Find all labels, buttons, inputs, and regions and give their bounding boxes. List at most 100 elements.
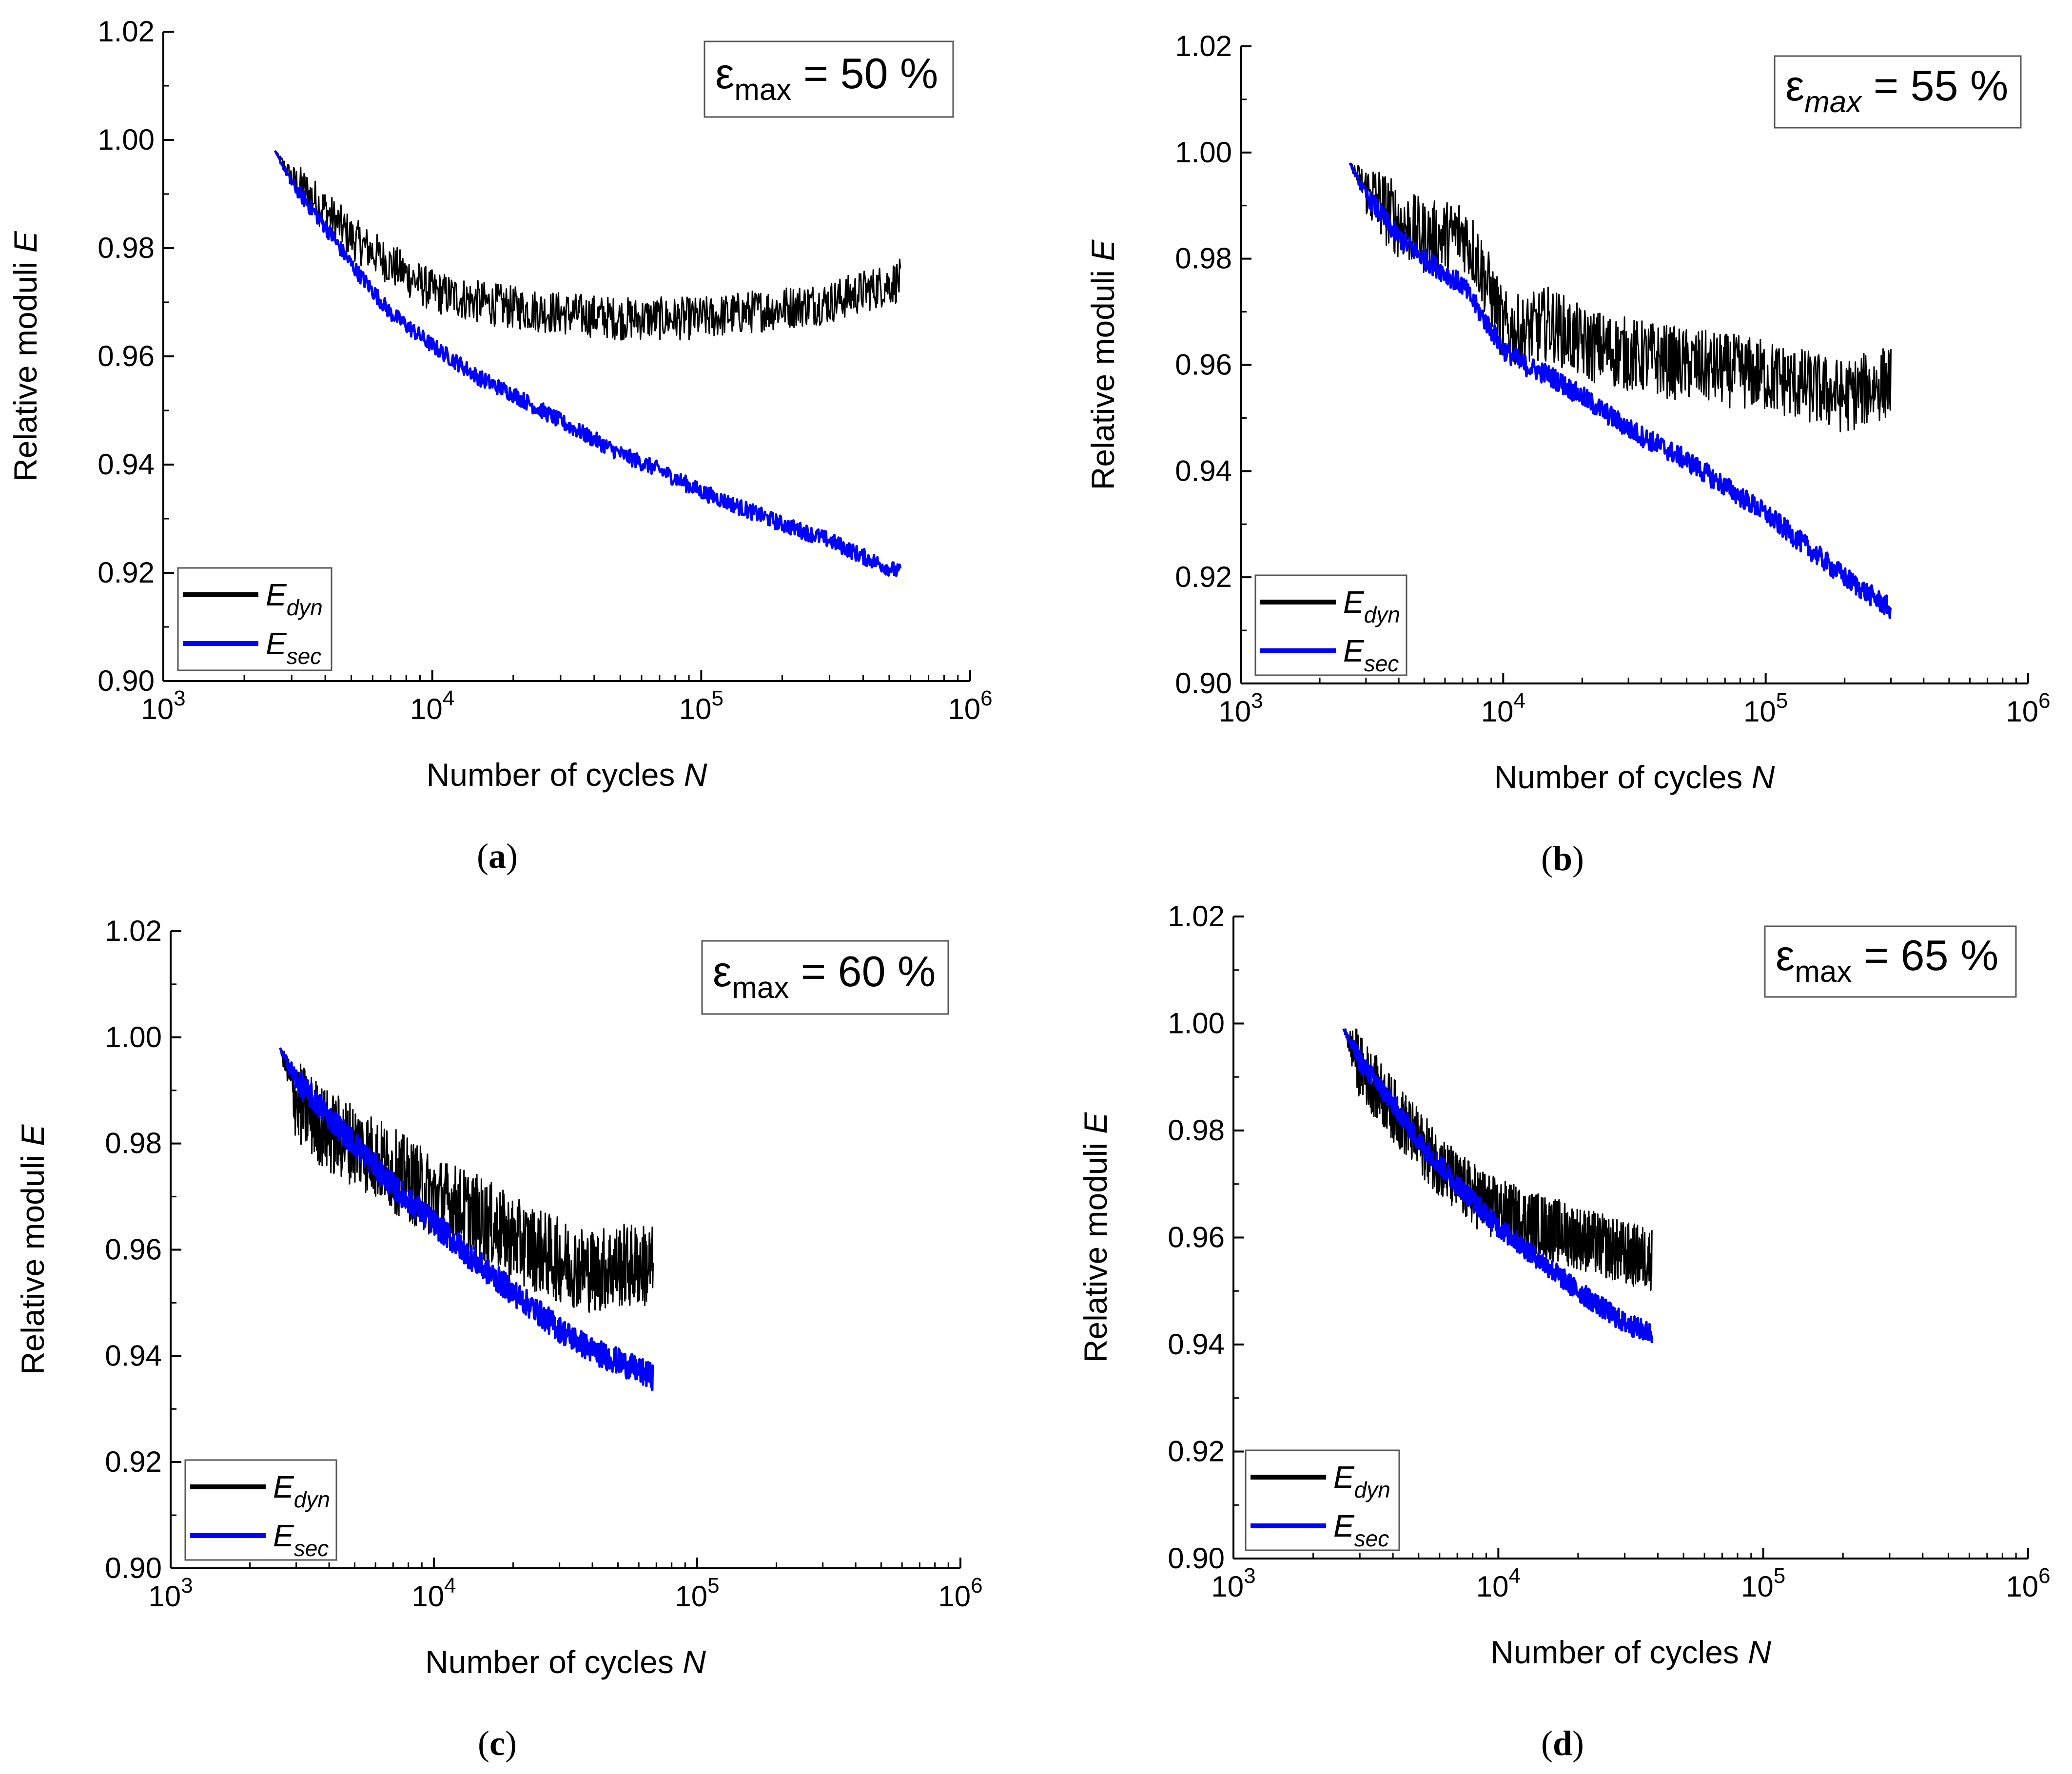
y-tick-label: 0.94 [98,448,155,481]
legend-box [177,567,332,671]
caption-close: ) [506,837,518,876]
y-tick-label: 0.90 [98,664,155,697]
x-tick-label: 103 [141,686,185,725]
caption-open: ( [478,1724,489,1763]
annotation-text: εmax = 50 % [715,49,938,107]
y-axis-title-var: E [7,231,43,253]
y-axis-title: Relative moduli E [1077,1112,1114,1363]
caption-open: ( [1541,1724,1553,1763]
annotation-value: = 55 % [1861,61,2008,110]
legend-name: E [273,1469,294,1504]
annotation-text: εmax = 55 % [1785,61,2008,119]
y-axis-title-var: E [15,1124,51,1146]
x-tick-base: 10 [1743,695,1776,728]
x-tick-exponent: 5 [707,1574,719,1598]
x-tick-exponent: 5 [711,686,723,710]
x-tick-label: 105 [1743,689,1788,728]
x-tick-exponent: 4 [1513,689,1525,713]
x-tick-label: 103 [1218,689,1263,728]
caption-letter: a [489,837,506,876]
x-axis-title: Number of cycles N [427,757,707,793]
x-axis-title: Number of cycles N [1494,759,1775,795]
x-tick-label: 104 [1476,1564,1521,1603]
x-tick-exponent: 6 [2038,689,2050,713]
x-axis-title-var: N [1752,759,1775,795]
y-tick-label: 1.02 [105,915,162,947]
x-tick-label: 106 [2006,1564,2050,1603]
series-line-dyn [279,1047,654,1313]
series-line-sec [274,150,902,577]
x-tick-label: 104 [410,686,454,725]
legend-box [184,1459,337,1561]
x-tick-exponent: 3 [1251,689,1263,713]
y-tick-label: 1.02 [1175,30,1232,62]
x-tick-exponent: 4 [1508,1564,1520,1588]
legend-subscript: sec [1354,1526,1389,1551]
x-axis-title-var: N [683,1644,706,1680]
y-axis-title-text: Relative moduli [7,253,43,482]
y-tick-label: 0.98 [98,232,155,264]
legend-name: E [266,577,287,612]
y-tick-label: 0.98 [1175,242,1232,275]
y-tick-label: 1.00 [105,1021,162,1053]
x-tick-exponent: 3 [174,686,185,710]
legend-box [1245,1449,1400,1551]
legend-subscript: dyn [287,595,323,620]
legend-name: E [1333,1460,1355,1495]
y-tick-label: 0.98 [1168,1114,1225,1147]
legend-subscript: sec [287,643,322,669]
y-tick-label: 0.92 [105,1445,162,1478]
annotation-value: = 50 % [791,49,938,97]
legend-label-dyn: Edyn [266,577,323,620]
caption-close: ) [1572,1724,1584,1763]
x-tick-label: 103 [1211,1564,1255,1603]
x-tick-base: 10 [1741,1570,1774,1603]
x-tick-base: 10 [411,1580,444,1613]
annotation-value: = 65 % [1852,931,1998,979]
annotation-subscript: max [732,971,789,1005]
x-tick-label: 103 [148,1574,193,1613]
series-line-sec [1342,1028,1653,1344]
y-tick-label: 0.94 [1168,1328,1225,1361]
legend-subscript: sec [294,1536,329,1561]
x-tick-exponent: 3 [1244,1564,1255,1588]
y-tick-label: 1.02 [1168,900,1225,933]
legend-subscript: dyn [294,1487,330,1512]
y-tick-label: 0.92 [1168,1435,1225,1468]
y-tick-label: 0.96 [1168,1221,1225,1254]
y-axis-title: Relative moduli E [1085,239,1121,490]
series-line-dyn [1343,1028,1653,1291]
x-axis-title-text: Number of cycles [1490,1634,1748,1670]
annotation-box [1764,925,2017,998]
x-tick-label: 106 [2006,689,2050,728]
x-tick-label: 104 [1481,689,1525,728]
legend-label-sec: Esec [1343,633,1399,676]
x-tick-exponent: 6 [2038,1564,2050,1588]
y-tick-label: 1.00 [98,123,155,156]
x-tick-exponent: 4 [443,686,454,710]
x-tick-base: 10 [1211,1570,1244,1603]
y-tick-label: 1.02 [98,15,155,48]
panel-caption: (b) [1541,839,1584,878]
caption-close: ) [505,1724,517,1763]
y-axis-title: Relative moduli E [7,231,43,482]
y-tick-label: 0.98 [105,1127,162,1160]
legend-subscript: dyn [1354,1477,1390,1502]
annotation-text: εmax = 65 % [1776,931,1998,989]
y-axis-title-text: Relative moduli [15,1146,51,1375]
legend-label-dyn: Edyn [1343,585,1400,627]
legend-label-dyn: Edyn [1333,1460,1390,1502]
panel-caption: (a) [477,837,518,876]
annotation-symbol: ε [715,49,734,97]
x-axis-title-var: N [684,757,707,793]
y-axis-title-var: E [1085,239,1121,261]
x-tick-base: 10 [675,1580,707,1613]
legend-name: E [273,1518,294,1553]
x-tick-base: 10 [1476,1570,1509,1603]
x-tick-base: 10 [2006,695,2038,728]
x-tick-exponent: 5 [1776,689,1788,713]
y-tick-label: 0.90 [1175,667,1232,700]
